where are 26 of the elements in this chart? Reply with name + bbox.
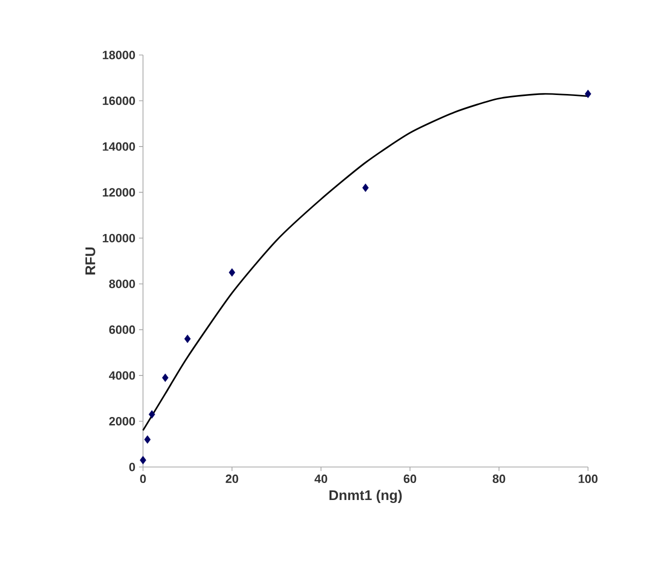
y-axis-title: RFU — [85, 247, 96, 274]
y-tick-label: 16000 — [102, 96, 135, 106]
point — [362, 184, 369, 192]
y-tick-label: 0 — [129, 462, 135, 472]
y-tick-label: 4000 — [108, 371, 135, 380]
x-tick-label: 60 — [404, 474, 416, 484]
point — [162, 374, 168, 382]
x-tick-label: 0 — [140, 474, 146, 484]
point — [148, 410, 156, 419]
x-tick-label: 80 — [492, 474, 506, 484]
y-tick-label: 14000 — [102, 142, 135, 151]
x-tick-label: 40 — [314, 474, 328, 484]
x-axis-title: Dnmt1 (ng) — [330, 490, 402, 503]
x-tick-label: 20 — [226, 474, 238, 484]
y-tick-label: 12000 — [102, 188, 135, 197]
point — [144, 435, 151, 444]
y-tick-label: 8000 — [109, 280, 135, 288]
y-tick-label: 18000 — [102, 50, 135, 60]
y-tick-label: 6000 — [109, 325, 135, 334]
point — [140, 456, 146, 464]
point — [228, 268, 236, 277]
point — [184, 334, 191, 344]
y-tick-label: 2000 — [109, 416, 135, 426]
y-tick-label: 10000 — [102, 234, 135, 242]
point — [584, 90, 592, 98]
x-tick-label: 100 — [578, 474, 598, 484]
